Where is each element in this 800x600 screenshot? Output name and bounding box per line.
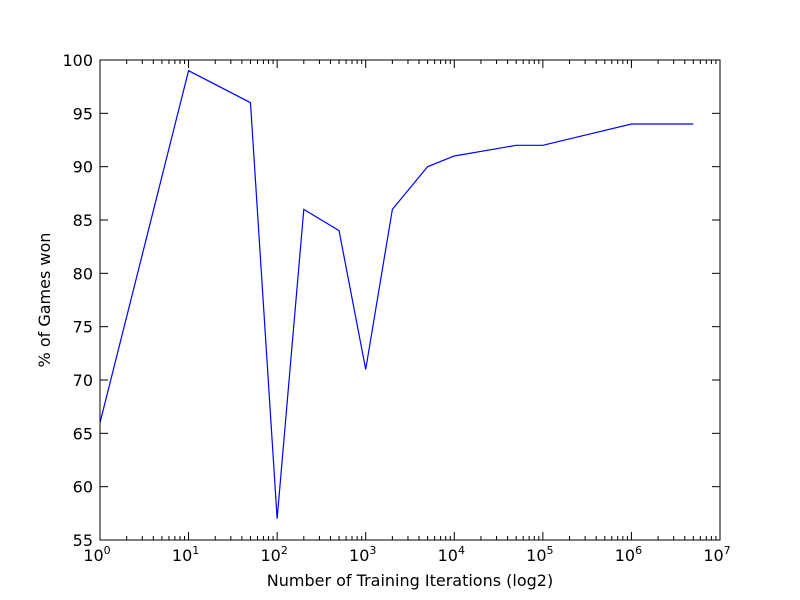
x-axis-ticks: 100 101 102 103 104 105 106 107 bbox=[83, 60, 731, 565]
plot-area bbox=[99, 69, 694, 520]
data-point bbox=[365, 368, 367, 370]
y-axis-label: % of Games won bbox=[35, 233, 54, 368]
y-axis-ticks: 55 60 65 70 75 80 85 90 95 100 bbox=[62, 51, 720, 550]
x-tick-label: 100 bbox=[83, 544, 110, 565]
y-tick-label: 90 bbox=[73, 158, 93, 177]
x-tick-label: 105 bbox=[526, 544, 553, 565]
x-tick-label: 102 bbox=[260, 544, 287, 565]
y-tick-label: 70 bbox=[73, 371, 93, 390]
data-point bbox=[427, 166, 429, 168]
axes-frame bbox=[99, 59, 721, 541]
y-tick-label: 100 bbox=[62, 51, 93, 70]
x-tick-label: 101 bbox=[172, 544, 199, 565]
data-point bbox=[276, 518, 278, 520]
data-point bbox=[338, 230, 340, 232]
data-point bbox=[391, 208, 393, 210]
x-axis-label: Number of Training Iterations (log2) bbox=[267, 571, 553, 590]
y-tick-label: 95 bbox=[73, 104, 93, 123]
y-tick-label: 85 bbox=[73, 211, 93, 230]
data-point bbox=[630, 123, 632, 125]
data-point bbox=[542, 144, 544, 146]
y-tick-label: 80 bbox=[73, 264, 93, 283]
data-point bbox=[249, 102, 251, 104]
data-point bbox=[303, 208, 305, 210]
data-point bbox=[515, 144, 517, 146]
data-point bbox=[692, 123, 694, 125]
y-tick-label: 60 bbox=[73, 478, 93, 497]
x-tick-label: 104 bbox=[438, 544, 465, 565]
data-point bbox=[188, 70, 190, 72]
y-tick-label: 75 bbox=[73, 318, 93, 337]
x-tick-label: 107 bbox=[703, 544, 730, 565]
x-tick-label: 106 bbox=[615, 544, 642, 565]
x-tick-label: 103 bbox=[349, 544, 376, 565]
y-tick-label: 65 bbox=[73, 424, 93, 443]
y-tick-label: 55 bbox=[73, 531, 93, 550]
data-point bbox=[453, 155, 455, 157]
series-line bbox=[99, 69, 694, 519]
